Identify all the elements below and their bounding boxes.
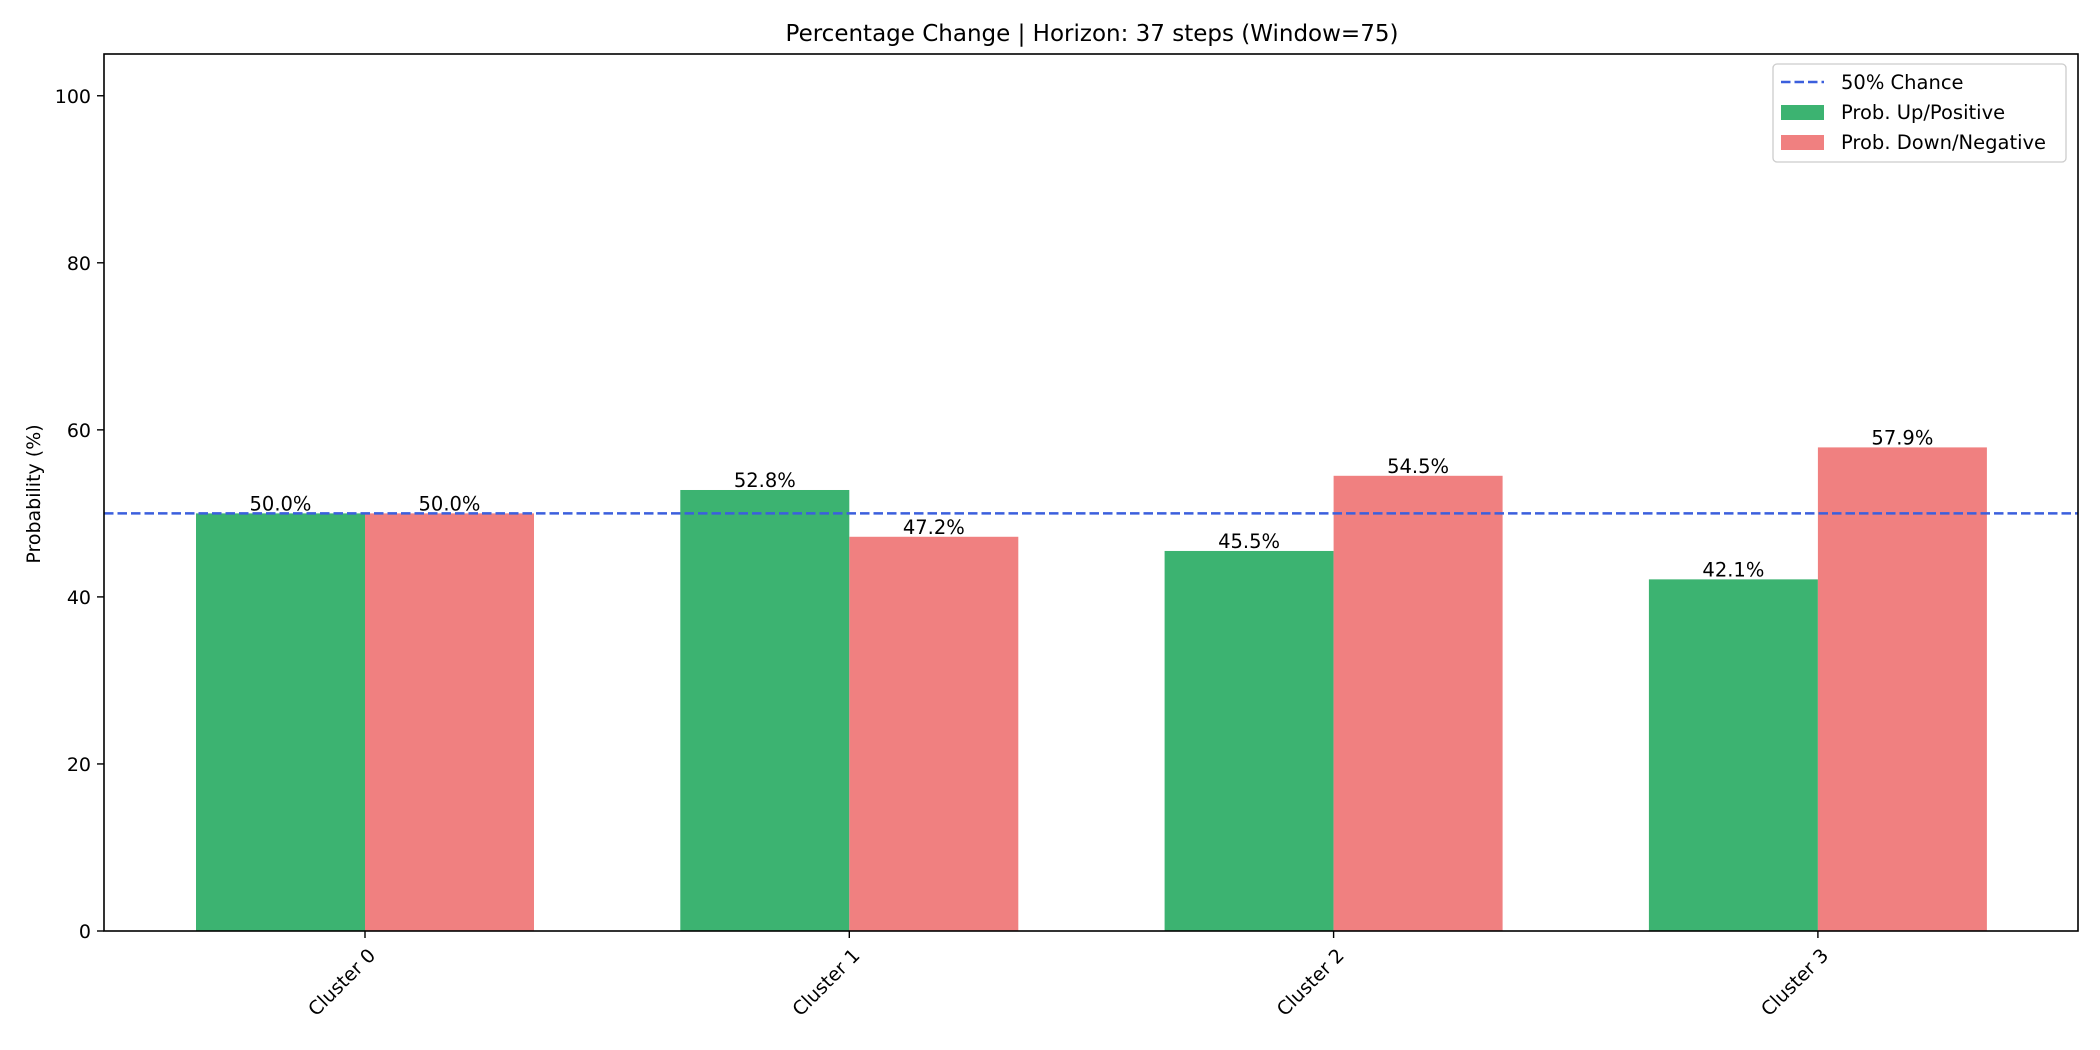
legend-label-up: Prob. Up/Positive bbox=[1841, 101, 2005, 124]
bar-down-1 bbox=[849, 536, 1019, 931]
bar-label-up-2: 45.5% bbox=[1218, 530, 1280, 553]
x-tick-label-1: Cluster 1 bbox=[788, 945, 864, 1021]
legend-label-reference: 50% Chance bbox=[1841, 71, 1964, 94]
chart-title: Percentage Change | Horizon: 37 steps (W… bbox=[786, 21, 1399, 47]
x-tick-label-3: Cluster 3 bbox=[1757, 945, 1833, 1021]
y-tick-label-40: 40 bbox=[67, 587, 91, 609]
bar-up-2 bbox=[1164, 550, 1334, 931]
plot-area: 0 20 40 60 80 100 50.0% 50.0% Cluster 0 52.8% 47.2… bbox=[55, 86, 2078, 1021]
bar-down-3 bbox=[1817, 447, 1987, 931]
y-tick-label-80: 80 bbox=[67, 253, 91, 275]
bar-up-1 bbox=[680, 489, 850, 931]
bar-label-down-2: 54.5% bbox=[1387, 455, 1449, 478]
y-tick-label-0: 0 bbox=[79, 921, 91, 943]
bar-label-down-0: 50.0% bbox=[419, 492, 481, 515]
x-tick-label-0: Cluster 0 bbox=[304, 945, 380, 1021]
plot-frame bbox=[103, 53, 2079, 932]
y-tick-label-60: 60 bbox=[67, 420, 91, 442]
bar-up-0 bbox=[196, 513, 365, 931]
bar-label-down-1: 47.2% bbox=[903, 516, 965, 539]
y-axis-label: Probability (%) bbox=[23, 424, 45, 563]
bar-label-down-3: 57.9% bbox=[1871, 426, 1933, 449]
bar-label-up-3: 42.1% bbox=[1702, 558, 1764, 581]
legend-label-down: Prob. Down/Negative bbox=[1841, 131, 2046, 154]
legend-box bbox=[1772, 63, 2067, 163]
x-tick-label-2: Cluster 2 bbox=[1273, 945, 1349, 1021]
bar-down-0 bbox=[365, 513, 534, 931]
bar-down-2 bbox=[1333, 475, 1503, 931]
bar-up-3 bbox=[1648, 579, 1818, 931]
legend: 50% Chance Prob. Up/Positive Prob. Down/… bbox=[1772, 63, 2067, 163]
y-tick-label-20: 20 bbox=[67, 754, 91, 776]
legend-swatch-up bbox=[1781, 105, 1824, 120]
legend-swatch-down bbox=[1781, 135, 1824, 150]
bar-label-up-1: 52.8% bbox=[734, 469, 796, 492]
y-tick-label-100: 100 bbox=[55, 86, 91, 108]
bar-label-up-0: 50.0% bbox=[250, 492, 312, 515]
